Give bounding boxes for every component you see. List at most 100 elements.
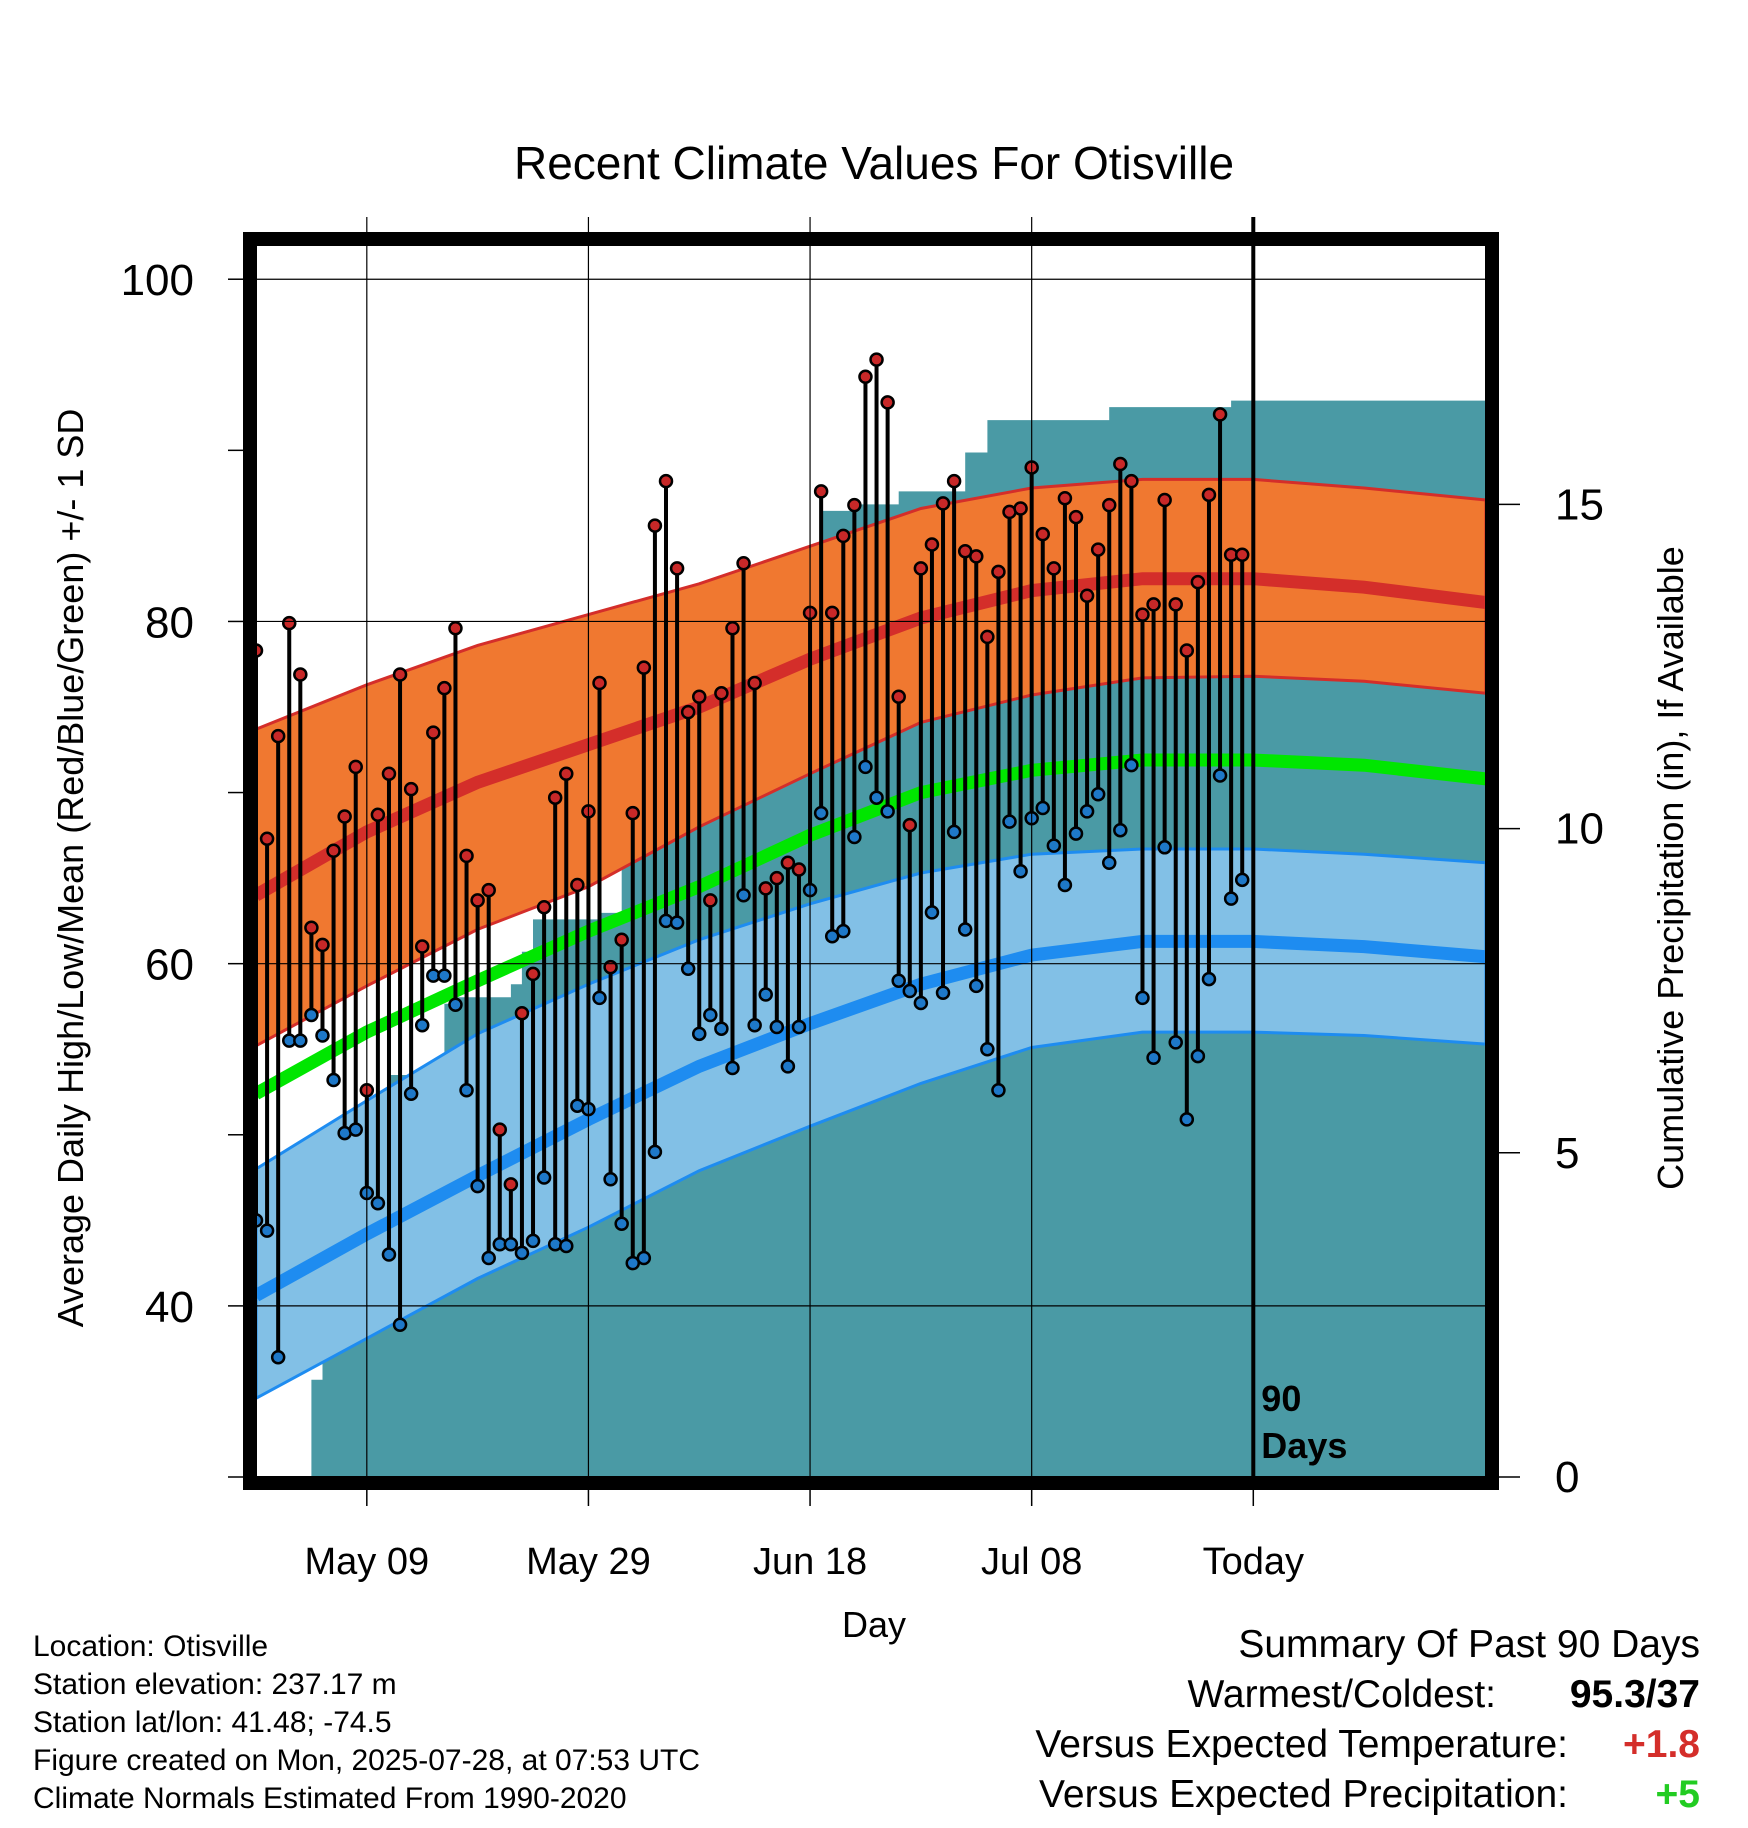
daily-low-point bbox=[470, 1178, 485, 1194]
daily-low-point bbox=[858, 759, 873, 775]
today-days-label: Days bbox=[1261, 1425, 1347, 1466]
daily-high-point bbox=[256, 643, 264, 658]
daily-high-point bbox=[370, 807, 386, 823]
daily-high-point bbox=[880, 395, 895, 410]
daily-low-point bbox=[259, 1223, 275, 1238]
daily-low-point bbox=[348, 1122, 363, 1137]
y2-tick-label: 15 bbox=[1555, 480, 1604, 529]
daily-high-point bbox=[1035, 526, 1051, 542]
x-tick-label: Jun 18 bbox=[753, 1541, 867, 1583]
daily-high-point bbox=[304, 920, 319, 935]
daily-high-point bbox=[503, 1177, 519, 1192]
daily-high-point bbox=[913, 561, 929, 576]
daily-high-point bbox=[680, 704, 696, 720]
daily-low-point bbox=[714, 1021, 729, 1036]
daily-high-point bbox=[1101, 497, 1117, 513]
daily-high-point bbox=[514, 1006, 530, 1021]
daily-high-point bbox=[470, 893, 485, 908]
daily-low-point bbox=[902, 983, 918, 999]
daily-high-point bbox=[1124, 473, 1139, 489]
daily-high-point bbox=[570, 877, 585, 893]
x-tick-label: Today bbox=[1203, 1541, 1304, 1583]
daily-low-point bbox=[1002, 814, 1017, 829]
daily-low-point bbox=[1212, 768, 1228, 783]
daily-high-point bbox=[969, 549, 984, 564]
warm-cold-label: Warmest/Coldest: bbox=[1187, 1673, 1496, 1716]
daily-high-point bbox=[946, 473, 962, 489]
daily-low-point bbox=[1124, 757, 1139, 773]
x-tick-label: Jul 08 bbox=[981, 1541, 1082, 1583]
temp-diff-value: +1.8 bbox=[1623, 1723, 1700, 1766]
daily-low-point bbox=[1146, 1050, 1161, 1066]
created-text: Figure created on Mon, 2025-07-28, at 07… bbox=[33, 1744, 701, 1777]
y2-tick-label: 0 bbox=[1555, 1453, 1579, 1502]
daily-high-point bbox=[1057, 490, 1073, 506]
daily-low-point bbox=[758, 987, 773, 1002]
daily-low-point bbox=[392, 1317, 408, 1332]
daily-low-point bbox=[769, 1019, 785, 1035]
daily-high-point bbox=[293, 667, 308, 682]
daily-high-point bbox=[270, 728, 286, 744]
daily-low-point bbox=[1113, 822, 1128, 838]
daily-low-point bbox=[847, 829, 862, 845]
daily-high-point bbox=[891, 689, 906, 704]
daily-low-point bbox=[736, 887, 751, 903]
daily-low-point bbox=[913, 995, 929, 1011]
daily-low-point bbox=[980, 1041, 995, 1057]
daily-high-point bbox=[614, 932, 629, 947]
daily-low-point bbox=[536, 1170, 552, 1185]
daily-high-point bbox=[658, 473, 674, 489]
daily-low-point bbox=[680, 961, 696, 977]
daily-high-point bbox=[1157, 492, 1172, 508]
daily-low-point bbox=[1190, 1048, 1206, 1064]
daily-low-point bbox=[559, 1238, 574, 1254]
daily-low-point bbox=[725, 1060, 740, 1076]
y2-axis-label: Cumulative Precipitation (in), If Availa… bbox=[1650, 546, 1691, 1190]
daily-low-point bbox=[370, 1195, 386, 1211]
daily-high-point bbox=[1212, 407, 1228, 422]
daily-low-point bbox=[1101, 855, 1117, 870]
daily-high-point bbox=[669, 561, 685, 576]
daily-low-point bbox=[1013, 864, 1028, 879]
daily-low-point bbox=[1046, 838, 1062, 853]
y-tick-label: 60 bbox=[145, 941, 194, 990]
daily-low-point bbox=[880, 804, 895, 819]
daily-low-point bbox=[1179, 1112, 1195, 1127]
warmest-value: 95.3 bbox=[1569, 1673, 1646, 1716]
daily-high-point bbox=[259, 831, 275, 847]
daily-low-point bbox=[381, 1247, 397, 1262]
daily-high-point bbox=[935, 496, 951, 511]
daily-high-point bbox=[714, 686, 729, 701]
normals-text: Climate Normals Estimated From 1990-2020 bbox=[33, 1782, 627, 1815]
daily-high-point bbox=[392, 667, 408, 682]
y2-tick-label: 5 bbox=[1555, 1129, 1579, 1178]
daily-low-point bbox=[836, 923, 851, 939]
daily-low-point bbox=[514, 1245, 530, 1261]
location-text: Location: Otisville bbox=[33, 1630, 269, 1663]
daily-high-point bbox=[691, 689, 707, 704]
daily-high-point bbox=[1079, 588, 1095, 604]
daily-low-point bbox=[747, 1018, 762, 1033]
daily-high-point bbox=[426, 725, 441, 740]
daily-high-point bbox=[459, 848, 474, 864]
daily-high-point bbox=[625, 805, 641, 821]
daily-high-point bbox=[326, 843, 341, 858]
daily-high-point bbox=[780, 855, 796, 870]
x-tick-label: May 29 bbox=[526, 1541, 651, 1583]
daily-high-point bbox=[1201, 487, 1217, 503]
daily-low-point bbox=[1234, 872, 1250, 888]
daily-high-point bbox=[747, 675, 762, 691]
daily-low-point bbox=[924, 905, 940, 920]
daily-low-point bbox=[414, 1018, 430, 1033]
daily-high-point bbox=[813, 484, 829, 499]
daily-high-point bbox=[725, 621, 740, 636]
daily-high-point bbox=[1179, 643, 1195, 658]
daily-low-point bbox=[270, 1349, 286, 1365]
daily-low-point bbox=[935, 985, 951, 1001]
daily-high-point bbox=[791, 862, 807, 877]
daily-observations bbox=[256, 352, 1250, 1365]
y-tick-label: 40 bbox=[145, 1283, 194, 1332]
y-axis-label: Average Daily High/Low/Mean (Red/Blue/Gr… bbox=[50, 409, 91, 1328]
daily-high-point bbox=[448, 621, 463, 636]
daily-low-point bbox=[1090, 787, 1106, 802]
